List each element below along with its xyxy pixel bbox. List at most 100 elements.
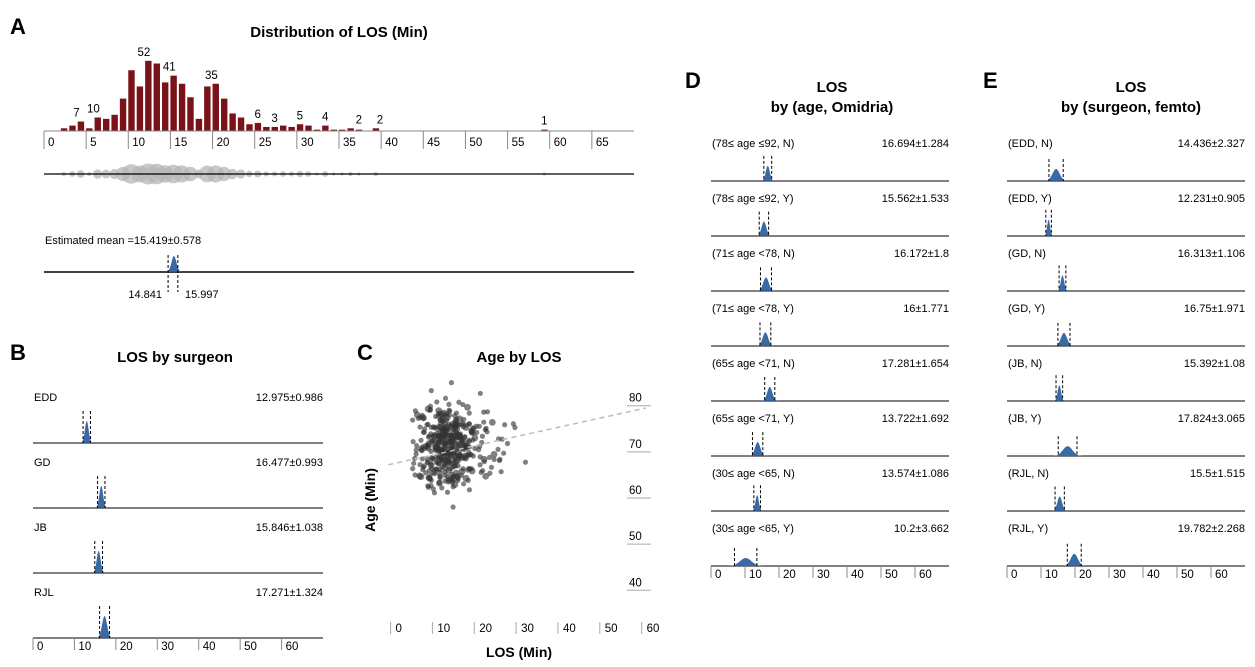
x-tick-label-d: 50 [885, 569, 898, 581]
histogram-bar [263, 126, 270, 131]
scatter-point [487, 470, 493, 476]
chart-title-b: LOS by surgeon [117, 349, 233, 366]
x-axis-title-c: LOS (Min) [486, 644, 552, 660]
scatter-point [439, 464, 445, 470]
scatter-point [434, 466, 440, 472]
group-label-d: (78≤ age ≤92, N) [712, 138, 794, 150]
group-b-density [96, 616, 113, 638]
scatter-point [452, 432, 458, 438]
estimate-upper-label: 15.997 [185, 289, 219, 301]
group-label-e: (GD, N) [1008, 248, 1046, 260]
scatter-point [465, 477, 471, 483]
group-value-d: 17.281±1.654 [882, 358, 949, 370]
panel-c-marks: 0 10 20 30 40 50 60 40 50 60 70 80 [388, 380, 659, 635]
group-value-d: 16.172±1.8 [894, 248, 949, 260]
scatter-point [444, 489, 451, 495]
histogram-bar [280, 125, 287, 131]
group-value-d: 15.562±1.533 [882, 193, 949, 205]
x-tick-label-d: 10 [749, 569, 762, 581]
group-value-e: 16.313±1.106 [1178, 248, 1245, 260]
trend-line [388, 407, 646, 466]
scatter-point [434, 459, 440, 465]
scatter-point [490, 450, 498, 458]
group-d-density [756, 332, 775, 346]
scatter-point [431, 490, 438, 496]
bar-count-label: 5 [297, 110, 303, 122]
scatter-point [439, 448, 447, 455]
scatter-point [439, 485, 445, 491]
scatter-point [450, 443, 456, 449]
bar-count-label: 10 [87, 104, 100, 116]
x-tick-label-b: 40 [203, 641, 216, 653]
scatter-point [466, 487, 473, 493]
histogram-bar [162, 82, 169, 131]
x-tick-label-c: 0 [396, 623, 402, 635]
bar-count-label: 41 [163, 62, 176, 74]
scatter-point [486, 454, 493, 461]
bar-count-label: 2 [356, 114, 362, 126]
scatter-point [442, 469, 448, 475]
histogram-bar [322, 125, 329, 131]
scatter-point [430, 433, 436, 439]
group-value-e: 15.392±1.08 [1184, 358, 1245, 370]
group-label-d: (30≤ age <65, Y) [712, 523, 794, 535]
scatter-point [428, 482, 434, 489]
scatter-point [484, 409, 491, 415]
scatter-point [446, 401, 452, 408]
scatter-point [427, 461, 435, 469]
group-e-density [1053, 385, 1065, 401]
x-tick-label-b: 20 [120, 641, 133, 653]
group-label-d: (65≤ age <71, Y) [712, 413, 794, 425]
group-label-e: (JB, N) [1008, 358, 1042, 370]
group-value-d: 16.694±1.284 [882, 138, 949, 150]
group-d-density [727, 557, 764, 566]
scatter-point [456, 399, 462, 405]
scatter-point [417, 424, 423, 430]
scatter-point [443, 423, 451, 431]
histogram-bar [221, 98, 228, 131]
x-tick-label-e: 30 [1113, 569, 1126, 581]
histogram-bar [187, 97, 194, 131]
group-d-density [761, 165, 775, 181]
group-value-e: 12.231±0.905 [1178, 193, 1245, 205]
scatter-point [500, 450, 507, 456]
group-label-e: (JB, Y) [1008, 413, 1041, 425]
x-tick-label-e: 0 [1011, 569, 1017, 581]
x-tick-label-b: 10 [78, 641, 91, 653]
scatter-point [437, 421, 443, 427]
scatter-point [427, 407, 433, 413]
histogram-bar [195, 118, 203, 131]
scatter-point [421, 463, 427, 469]
scatter-point [410, 466, 416, 472]
scatter-point [482, 472, 490, 480]
scatter-point [479, 433, 486, 439]
group-label-d: (71≤ age <78, Y) [712, 303, 794, 315]
scatter-point [421, 429, 427, 436]
histogram-bar [145, 60, 152, 131]
scatter-point [466, 421, 472, 427]
chart-title-d-line1: LOS [817, 79, 848, 96]
x-tick-label-e: 20 [1079, 569, 1092, 581]
estimate-label: Estimated mean =15.419±0.578 [45, 235, 201, 247]
group-label-d: (65≤ age <71, N) [712, 358, 795, 370]
scatter-point [499, 436, 505, 442]
scatter-point [504, 440, 511, 447]
group-value-b: 16.477±0.993 [256, 457, 323, 469]
scatter-point [418, 447, 424, 453]
group-value-d: 10.2±3.662 [894, 523, 949, 535]
scatter-point [437, 475, 443, 481]
panel-letter-c: C [357, 340, 373, 365]
x-tick-label-b: 50 [244, 641, 257, 653]
estimate-density [166, 256, 182, 272]
scatter-point [451, 460, 457, 466]
histogram-bar [212, 83, 219, 131]
scatter-point [419, 412, 425, 418]
histogram-bar [288, 126, 295, 131]
scatter-point [468, 451, 474, 458]
bar-count-label: 6 [255, 109, 261, 121]
chart-title-d-line2: by (age, Omidria) [771, 99, 894, 116]
scatter-point [466, 410, 472, 416]
scatter-point [457, 432, 463, 438]
panel-letter-a: A [10, 14, 26, 39]
